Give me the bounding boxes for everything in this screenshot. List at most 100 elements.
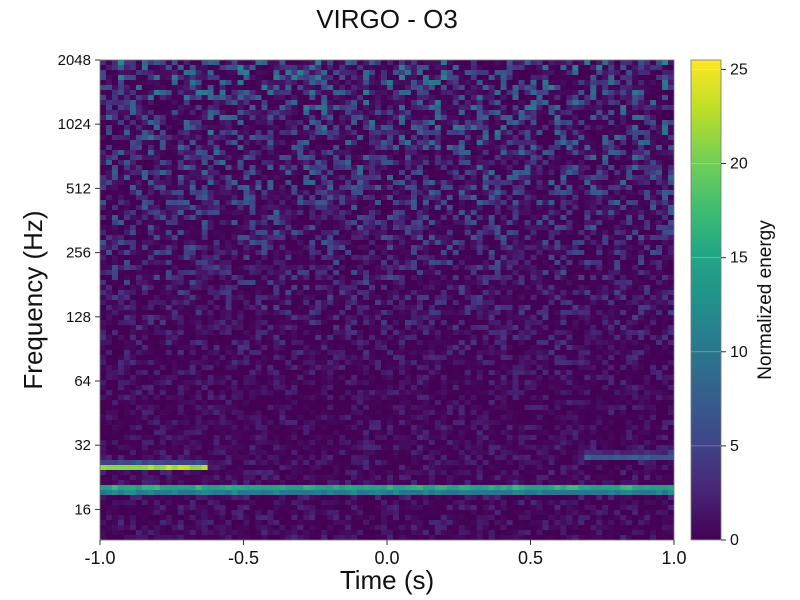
heatmap-cell [422,230,430,236]
heatmap-cell [315,110,322,116]
heatmap-cell [387,210,394,216]
heatmap-cell [147,70,155,76]
heatmap-cell [644,230,651,236]
heatmap-cell [572,90,579,96]
heatmap-cell [476,245,484,251]
heatmap-cell [566,200,573,206]
heatmap-cell [291,310,298,316]
heatmap-cell [530,185,538,191]
heatmap-cell [590,75,597,81]
heatmap-cell [153,190,161,196]
heatmap-cell [369,105,376,111]
heatmap-cell [165,260,173,266]
heatmap-cell [542,65,550,71]
heatmap-cell [422,120,430,126]
heatmap-cell [315,315,322,321]
heatmap-cell [291,110,298,116]
heatmap-cell [560,265,567,271]
heatmap-cell [375,80,382,86]
heatmap-cell [506,305,514,311]
heatmap-cell [632,275,639,281]
heatmap-cell [135,70,143,76]
heatmap-cell [285,155,292,161]
heatmap-cell [416,270,424,276]
heatmap-cell [584,230,591,236]
heatmap-cell [482,110,490,116]
heatmap-cell [638,255,645,261]
heatmap-cell [183,195,191,201]
heatmap-cell [470,65,478,71]
heatmap-cell [327,310,334,316]
heatmap-cell [470,235,478,241]
heatmap-cell [662,315,669,321]
heatmap-cell [620,100,627,106]
heatmap-cell [500,140,508,146]
heatmap-cell [656,255,663,261]
heatmap-cell [213,315,221,321]
heatmap-cell [387,140,394,146]
heatmap-cell [381,310,388,316]
heatmap-cell [632,260,639,266]
heatmap-cell [590,265,597,271]
heatmap-cell [279,155,286,161]
heatmap-cell [596,255,603,261]
heatmap-cell [608,155,615,161]
heatmap-cell [225,165,233,171]
heatmap-cell [398,265,406,271]
heatmap-cell [387,285,394,291]
heatmap-cell [267,145,274,151]
heatmap-cell [195,170,203,176]
heatmap-cell [668,225,674,231]
heatmap-cell [135,130,143,136]
heatmap-cell [506,190,514,196]
heatmap-cell [464,165,472,171]
heatmap-cell [303,115,310,121]
heatmap-cell [458,60,466,66]
heatmap-cell [195,140,203,146]
heatmap-cell [351,170,358,176]
heatmap-cell [452,140,460,146]
heatmap-cell [548,240,556,246]
heatmap-cell [524,155,532,161]
heatmap-cell [530,155,538,161]
heatmap-cell [243,160,251,166]
heatmap-cell [243,65,251,71]
heatmap-cell [153,105,161,111]
heatmap-cell [387,170,394,176]
heatmap-cell [219,185,227,191]
heatmap-cell [153,265,161,271]
heatmap-cell [141,135,149,141]
heatmap-cell [123,285,131,291]
heatmap-cell [195,160,203,166]
heatmap-cell [560,145,567,151]
heatmap-cell [351,265,358,271]
heatmap-cell [333,180,340,186]
heatmap-cell [536,230,544,236]
heatmap-cell [662,245,669,251]
heatmap-cell [117,205,125,211]
heatmap-cell [165,190,173,196]
heatmap-cell [141,240,149,246]
heatmap-cell [626,135,633,141]
heatmap-cell [303,135,310,141]
heatmap-cell [201,305,209,311]
heatmap-cell [554,150,561,156]
heatmap-cell [518,90,526,96]
heatmap-cell [452,165,460,171]
heatmap-cell [578,190,585,196]
heatmap-cell [476,195,484,201]
heatmap-cell [375,290,382,296]
heatmap-cell [141,65,149,71]
heatmap-cell [446,100,454,106]
heatmap-cell [201,170,209,176]
heatmap-cell [153,250,161,256]
heatmap-cell [632,150,639,156]
heatmap-cell [321,120,328,126]
heatmap-cell [135,115,143,121]
heatmap-cell [482,135,490,141]
heatmap-cell [261,175,269,181]
heatmap-cell [291,200,298,206]
heatmap-cell [129,75,137,81]
heatmap-cell [428,300,436,306]
heatmap-cell [225,150,233,156]
